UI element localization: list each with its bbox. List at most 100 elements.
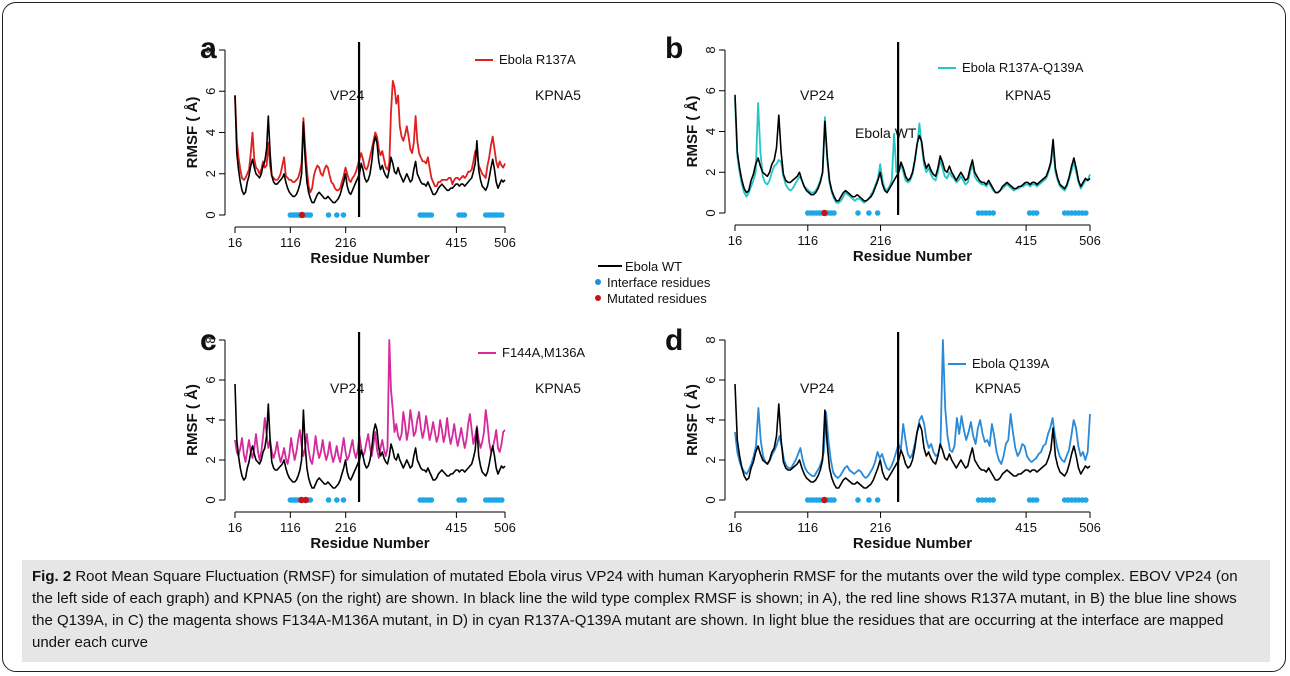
y-tick-label: 2 [203, 456, 218, 463]
y-tick-label: 8 [203, 336, 218, 343]
region-label-vp24: VP24 [330, 87, 364, 103]
interface-residue-dot [866, 210, 872, 216]
y-tick-label: 8 [703, 46, 718, 53]
interface-residue-dot [307, 212, 314, 218]
y-tick-label: 6 [703, 376, 718, 383]
y-tick-label: 2 [703, 169, 718, 176]
interface-residue-dot [498, 212, 505, 218]
interface-residue-dot [990, 210, 996, 216]
x-tick-label: 216 [335, 235, 357, 250]
interface-residue-dot [498, 497, 505, 503]
y-tick-label: 6 [203, 88, 218, 95]
interface-residue-dot [1082, 210, 1089, 216]
panel-letter: d [665, 324, 683, 357]
x-tick-label: 506 [1079, 233, 1101, 248]
x-tick-label: 216 [870, 233, 892, 248]
series-line-mutant [234, 80, 506, 194]
caption-text: Root Mean Square Fluctuation (RMSF) for … [32, 568, 1238, 651]
interface-residue-dot [874, 497, 881, 503]
x-tick-label: 116 [797, 520, 818, 535]
interface-residue-dot [1033, 497, 1040, 503]
region-label-kpna5: KPNA5 [535, 87, 581, 103]
y-tick-label: 8 [703, 336, 718, 343]
interface-residue-dot [325, 212, 332, 218]
region-label-kpna5: KPNA5 [975, 380, 1021, 396]
interface-residue-dot [1033, 210, 1040, 216]
x-tick-label: 506 [494, 520, 516, 535]
x-tick-label: 506 [494, 235, 516, 250]
interface-residue-dot [1082, 497, 1089, 503]
y-tick-label: 4 [203, 416, 218, 423]
y-axis-label: RMSF ( Å) [684, 96, 701, 168]
interface-residue-dot [428, 212, 435, 218]
mutated-residue-dot [302, 496, 310, 504]
region-label-vp24: VP24 [330, 380, 364, 396]
y-axis-label: RMSF ( Å) [184, 97, 201, 169]
interface-residue-dot [307, 497, 314, 503]
interface-residue-dot [831, 210, 837, 216]
panel-b: b 0 2 4 6 8 16 116 216 415 506 Residue Number RMSF (… [665, 32, 1101, 265]
interface-residue-dot [866, 497, 872, 503]
x-tick-label: 415 [1015, 233, 1037, 248]
y-tick-label: 0 [703, 209, 718, 216]
x-tick-label: 16 [228, 235, 242, 250]
x-tick-label: 415 [1015, 520, 1037, 535]
y-tick-label: 4 [703, 416, 718, 423]
panel-c: c 0 2 4 6 8 16 116 216 415 506 Residue Number RMSF (… [184, 324, 585, 552]
mutated-residue-dot [298, 496, 305, 504]
legend-mutated-label: Mutated residues [607, 291, 707, 306]
legend-mutated-dot [595, 295, 601, 301]
series-line-mutant [734, 339, 1091, 479]
mutated-residue-dot [298, 211, 306, 219]
y-tick-label: 0 [203, 211, 218, 218]
x-axis-label: Residue Number [310, 250, 429, 267]
legend-mutant-label: F144A,M136A [502, 345, 585, 360]
interface-residue-dot [461, 497, 468, 503]
series-line-wt [734, 383, 1091, 489]
series-line-wt [734, 94, 1091, 202]
y-tick-label: 6 [703, 87, 718, 94]
interface-residue-dot [325, 497, 332, 503]
y-tick-label: 2 [703, 456, 718, 463]
x-tick-label: 116 [280, 520, 301, 535]
interface-residue-dot [340, 212, 347, 218]
legend-mutant-label: Ebola R137A-Q139A [962, 60, 1084, 75]
y-tick-label: 0 [203, 496, 218, 503]
panel-letter: a [200, 32, 217, 65]
caption-label: Fig. 2 [32, 568, 72, 585]
series-line-mutant [234, 339, 506, 465]
y-tick-label: 8 [203, 46, 218, 53]
x-tick-label: 116 [797, 233, 818, 248]
legend-interface-label: Interface residues [607, 275, 711, 290]
shared-legend: Ebola WT Interface residues Mutated resi… [595, 259, 711, 306]
interface-residue-dot [340, 497, 347, 503]
x-tick-label: 216 [870, 520, 892, 535]
wt-annotation: Ebola WT [855, 125, 917, 141]
x-tick-label: 116 [280, 235, 301, 250]
panel-letter: c [200, 324, 217, 357]
y-axis-label: RMSF ( Å) [684, 384, 701, 456]
interface-residue-dot [874, 210, 881, 216]
interface-residue-dot [461, 212, 468, 218]
mutated-residue-dot [821, 209, 828, 217]
interface-residue-dot [831, 497, 837, 503]
x-tick-label: 16 [728, 233, 742, 248]
series-line-mutant [734, 98, 1091, 204]
interface-residue-dot [990, 497, 996, 503]
interface-residue-dot [334, 497, 340, 503]
x-axis-label: Residue Number [853, 535, 972, 552]
x-axis-label: Residue Number [310, 535, 429, 552]
region-label-kpna5: KPNA5 [535, 380, 581, 396]
y-axis-label: RMSF ( Å) [184, 384, 201, 456]
region-label-vp24: VP24 [800, 380, 834, 396]
x-tick-label: 415 [446, 520, 468, 535]
x-tick-label: 216 [335, 520, 357, 535]
interface-residue-dot [334, 212, 340, 218]
y-tick-label: 2 [203, 170, 218, 177]
x-tick-label: 16 [228, 520, 242, 535]
series-line-wt [234, 95, 506, 204]
x-tick-label: 415 [446, 235, 468, 250]
region-label-vp24: VP24 [800, 87, 834, 103]
